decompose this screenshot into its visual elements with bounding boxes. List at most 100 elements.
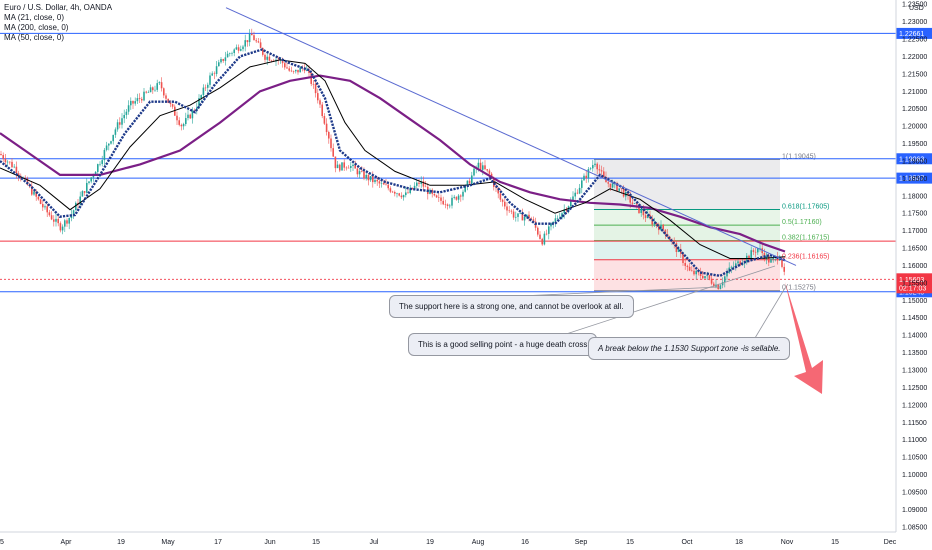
candle-body [310, 72, 312, 84]
candle-body [644, 215, 647, 218]
price-tick-label: 1.16000 [902, 263, 927, 270]
candle-body [116, 122, 119, 130]
candle-body [123, 114, 125, 119]
candle-body [402, 195, 405, 198]
candle-body [233, 49, 235, 54]
candle-body [512, 211, 515, 218]
candle-body [191, 110, 194, 119]
candle-body [0, 153, 2, 155]
support-note[interactable]: The support here is a strong one, and ca… [389, 295, 634, 318]
candle-body [396, 193, 398, 194]
candle-body [589, 168, 592, 170]
candle-body [286, 67, 288, 69]
candle-body [420, 181, 422, 184]
candle-body [198, 98, 200, 108]
candle-body [79, 196, 81, 205]
candle-body [50, 215, 53, 220]
candle-body [180, 124, 183, 127]
fib-zone [594, 240, 780, 260]
price-axis[interactable]: 1.23000 1.22500 1.22000 1.21500 1.21000 1.205… [895, 0, 927, 532]
candle-body [446, 204, 449, 207]
candle-body [724, 276, 726, 283]
candle-body [158, 82, 161, 84]
candle-body [372, 176, 374, 183]
candle-body [453, 196, 455, 198]
break-note[interactable]: A break below the 1.1530 Support zone -i… [588, 337, 791, 360]
legend-symbol[interactable]: Euro / U.S. Dollar, 4h, OANDA [4, 3, 113, 12]
candle-body [653, 222, 656, 225]
legend-ma21[interactable]: MA (21, close, 0) [4, 13, 65, 22]
last-price-countdown: 02:17:03 [899, 285, 926, 292]
candle-body [398, 193, 400, 196]
candle-body [211, 73, 213, 76]
time-tick-label: 15 [0, 539, 4, 546]
candle-body [108, 143, 110, 146]
candle-body [378, 181, 381, 184]
candle-body [339, 164, 341, 171]
candle-body [732, 266, 735, 268]
candle-body [726, 272, 728, 277]
horizontal-levels[interactable]: 1.226611.190631.185071.152451.1560302:17… [0, 27, 932, 298]
price-tick-label: 1.13500 [902, 350, 927, 357]
candle-body [147, 92, 150, 93]
candle-body [768, 255, 770, 263]
candle-body [468, 180, 471, 184]
candle-body [532, 219, 535, 222]
price-tick-label: 1.17000 [902, 228, 927, 235]
candle-body [380, 183, 383, 184]
candle-body [361, 171, 363, 172]
candle-body [72, 210, 75, 215]
time-tick-label: 15 [626, 539, 634, 546]
time-axis[interactable]: 15 Apr 19 May 17 Jun 15 Jul 19 Aug 16 Sep 15 Oct 18 Nov… [0, 531, 897, 546]
fibonacci-retracement[interactable]: 1(1.19045) 0.618(1.17605) 0.5(1.17160) 0.38… [594, 153, 829, 292]
candle-body [411, 187, 414, 190]
candle-body [171, 104, 174, 107]
candle-body [620, 188, 623, 189]
legend-ma200[interactable]: MA (200, close, 0) [4, 23, 69, 32]
candle-body [508, 210, 510, 212]
candle-body [2, 154, 4, 159]
candle-body [66, 220, 68, 224]
candle-body [675, 243, 678, 252]
candle-body [94, 171, 97, 176]
price-tick-label: 1.20000 [902, 124, 927, 131]
candle-body [255, 40, 257, 42]
candle-body [391, 191, 394, 193]
death-cross-note[interactable]: This is a good selling point - a huge de… [408, 333, 598, 356]
candle-body [541, 238, 543, 245]
candle-body [550, 223, 552, 227]
candle-body [545, 233, 548, 235]
candle-body [407, 192, 409, 194]
candle-body [281, 59, 284, 64]
candle-body [136, 98, 139, 102]
price-tick-label: 1.21000 [902, 89, 927, 96]
candle-body [757, 248, 759, 253]
price-tick-label: 1.15500 [902, 280, 927, 287]
price-level-tag-label: 1.19063 [899, 156, 924, 163]
candle-body [501, 199, 504, 202]
candle-body [460, 195, 462, 197]
price-tick-label: 1.23500 [902, 2, 927, 9]
legend-ma50[interactable]: MA (50, close, 0) [4, 33, 65, 42]
candle-body [585, 175, 587, 179]
candle-body [114, 129, 117, 135]
candle-body [570, 200, 572, 207]
candle-body [517, 213, 519, 217]
candle-body [686, 265, 689, 267]
candle-body [607, 182, 609, 184]
candle-body [341, 162, 343, 171]
candle-body [695, 270, 697, 275]
downtrend-line[interactable] [225, 7, 797, 266]
candle-body [394, 192, 396, 194]
candle-body [343, 162, 345, 168]
candle-body [563, 209, 565, 214]
candle-body [752, 250, 755, 252]
candle-body [442, 200, 444, 205]
candle-body [345, 167, 348, 169]
candle-body [57, 218, 59, 224]
price-tick-label: 1.15000 [902, 298, 927, 305]
candle-body [288, 68, 290, 71]
ma21-line [0, 48, 786, 278]
price-tick-label: 1.12500 [902, 385, 927, 392]
